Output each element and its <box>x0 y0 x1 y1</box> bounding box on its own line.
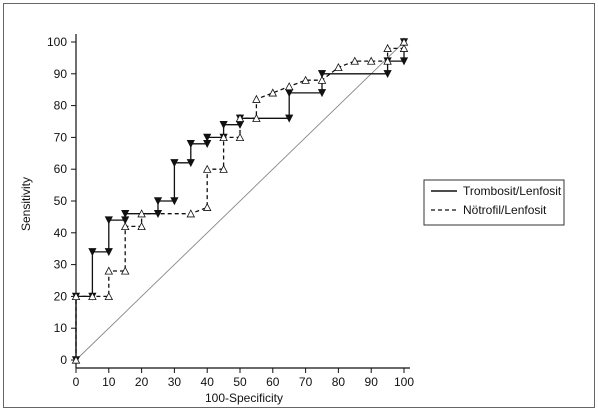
x-tick-label: 50 <box>233 375 247 389</box>
x-tick-label: 90 <box>365 375 379 389</box>
series-1-point <box>137 221 146 231</box>
y-axis-title: Sensitivity <box>19 177 33 231</box>
legend-label-notrofil: Nötrofil/Lenfosit <box>463 203 547 217</box>
y-tick-label: 0 <box>60 353 67 367</box>
y-tick-label: 80 <box>54 99 68 113</box>
series-0-point <box>104 216 113 225</box>
series-1-point <box>219 164 228 173</box>
series-1-point <box>383 43 392 52</box>
plot-area: 0 10 20 30 40 50 60 70 80 90 100 0 10 20 30 40 50 60 70 80 9… <box>47 34 414 389</box>
series-0-point <box>203 133 212 142</box>
series-1-point <box>137 209 146 218</box>
series-0-point <box>399 57 409 66</box>
series-1-point <box>71 291 81 300</box>
y-tick-label: 70 <box>54 130 68 144</box>
series-1-point <box>383 56 392 65</box>
x-tick-label: 60 <box>266 375 280 389</box>
series-0-point <box>285 114 294 123</box>
series-0-point <box>219 120 228 129</box>
series-0-point <box>317 89 327 98</box>
legend-label-trombosit: Trombosit/Lenfosit <box>463 184 562 198</box>
series-0-point <box>153 197 163 206</box>
series-1-point <box>120 221 130 231</box>
series-0-point <box>317 70 327 79</box>
series-1-point <box>284 82 294 91</box>
series-1-point <box>202 202 212 211</box>
series-0-point <box>170 159 179 168</box>
series-1-point <box>399 37 409 46</box>
series-1-point <box>104 266 114 275</box>
series-1-point <box>235 113 245 122</box>
legend: Trombosit/Lenfosit Nötrofil/Lenfosit <box>423 179 565 226</box>
series-0-point <box>186 140 195 149</box>
series-0-point <box>104 248 113 257</box>
x-tick-label: 30 <box>168 375 182 389</box>
series-1-point <box>366 56 376 65</box>
x-tick-label: 70 <box>299 375 313 389</box>
series-1-point <box>71 355 81 364</box>
y-tick-label: 100 <box>47 35 67 49</box>
series-1-point <box>252 113 261 122</box>
series-0-point <box>383 70 392 79</box>
series-1-point <box>88 291 97 300</box>
series-1-point <box>219 132 228 141</box>
series-1-point <box>252 94 261 103</box>
series-1-point <box>334 62 343 72</box>
x-tick-label: 40 <box>201 375 215 389</box>
series-1-point <box>104 291 114 300</box>
series-0-point <box>186 159 195 168</box>
series-1-point <box>268 88 278 97</box>
series-1-point <box>317 75 327 84</box>
y-tick-label: 60 <box>54 162 68 176</box>
series-0-point <box>170 197 179 206</box>
series-1-point <box>186 209 196 218</box>
legend-box <box>423 179 565 226</box>
y-tick-label: 20 <box>54 289 68 303</box>
x-axis-title: 100-Specificity <box>205 391 283 405</box>
y-tick-label: 30 <box>54 258 68 272</box>
series-1-point <box>120 266 130 275</box>
x-tick-label: 20 <box>135 375 149 389</box>
series-0-point <box>121 210 130 218</box>
series-1-point <box>350 56 360 65</box>
series-1-point <box>301 75 310 84</box>
y-tick-label: 90 <box>54 67 68 81</box>
series-1-point <box>399 43 409 52</box>
reference-diagonal-line <box>75 41 405 361</box>
series-0-point <box>88 248 97 257</box>
y-tick-label: 50 <box>54 194 68 208</box>
y-tick-label: 40 <box>54 226 68 240</box>
x-tick-label: 10 <box>102 375 116 389</box>
x-tick-label: 80 <box>332 375 346 389</box>
x-tick-label: 100 <box>394 375 414 389</box>
series-1-point <box>202 164 212 173</box>
y-tick-label: 10 <box>54 321 68 335</box>
x-tick-label: 0 <box>73 375 80 389</box>
series-1-point <box>235 132 245 141</box>
